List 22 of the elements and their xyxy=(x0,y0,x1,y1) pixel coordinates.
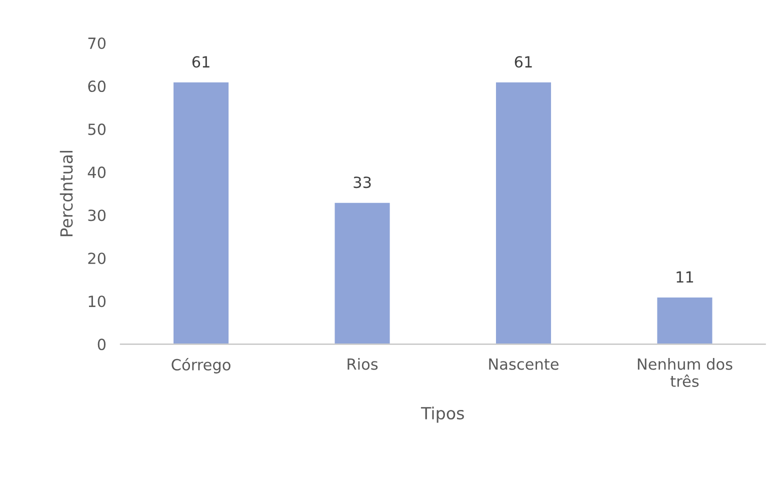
bar xyxy=(172,81,230,344)
y-tick-label: 60 xyxy=(88,80,106,92)
data-label: 11 xyxy=(676,271,694,283)
x-axis-title: Tipos xyxy=(420,406,464,423)
x-tick-label: Nenhum dos três xyxy=(638,358,732,387)
y-tick-label: 20 xyxy=(88,252,106,264)
bar xyxy=(494,81,552,344)
bar xyxy=(656,296,714,344)
x-tick-label: Rios xyxy=(348,358,378,370)
x-tick-label: Córrego xyxy=(172,358,230,374)
y-tick-label: 50 xyxy=(88,124,106,136)
y-tick-label: 30 xyxy=(88,210,106,222)
y-tick-label: 0 xyxy=(98,338,106,350)
data-label: 61 xyxy=(192,56,210,68)
y-tick-label: 70 xyxy=(88,37,106,50)
data-label: 33 xyxy=(354,176,371,188)
y-tick-label: 10 xyxy=(88,296,106,308)
x-tick-label: Nascente xyxy=(489,358,558,370)
data-label: 61 xyxy=(514,56,532,68)
y-tick-label: 40 xyxy=(88,166,106,178)
bar xyxy=(333,202,392,344)
y-axis-title: Percdntual xyxy=(60,150,73,236)
